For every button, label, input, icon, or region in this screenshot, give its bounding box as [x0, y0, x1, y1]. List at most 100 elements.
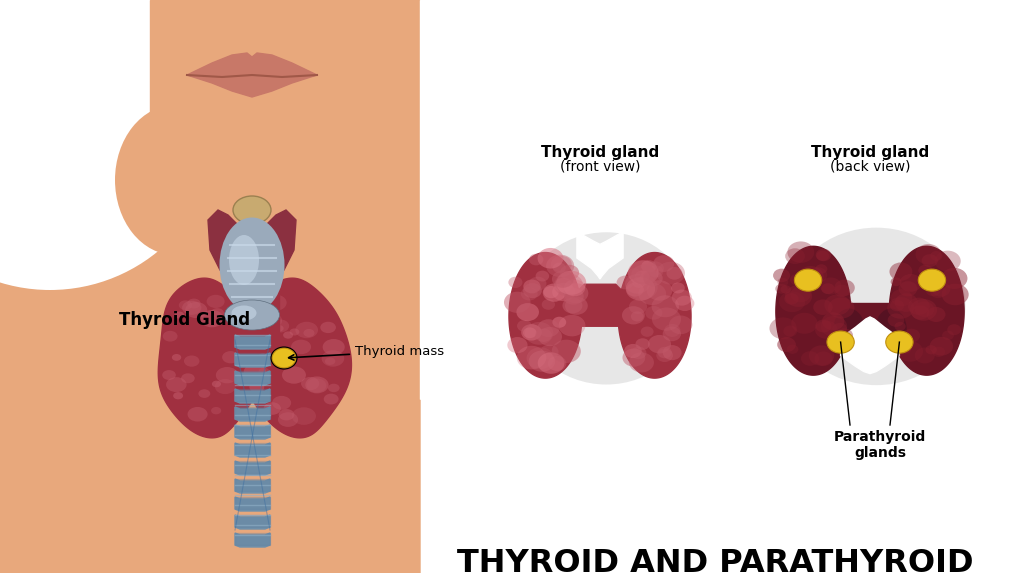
Ellipse shape: [835, 280, 855, 296]
Ellipse shape: [779, 291, 805, 312]
Ellipse shape: [231, 305, 256, 320]
Ellipse shape: [886, 331, 913, 353]
Ellipse shape: [564, 280, 585, 296]
Ellipse shape: [911, 305, 930, 320]
Ellipse shape: [786, 344, 799, 354]
Ellipse shape: [554, 273, 583, 296]
Ellipse shape: [272, 348, 296, 368]
Polygon shape: [234, 407, 270, 421]
Ellipse shape: [922, 254, 938, 267]
Ellipse shape: [250, 382, 264, 393]
Polygon shape: [234, 497, 270, 509]
Ellipse shape: [653, 255, 674, 272]
Ellipse shape: [199, 389, 210, 398]
Ellipse shape: [888, 313, 904, 327]
Ellipse shape: [215, 379, 236, 394]
Ellipse shape: [0, 0, 220, 290]
Ellipse shape: [919, 265, 933, 276]
Ellipse shape: [553, 262, 566, 273]
Polygon shape: [247, 278, 351, 438]
Ellipse shape: [631, 265, 656, 285]
Ellipse shape: [536, 329, 552, 342]
Ellipse shape: [791, 274, 805, 285]
Polygon shape: [234, 407, 270, 419]
Ellipse shape: [667, 267, 682, 280]
Text: Thyroid gland: Thyroid gland: [541, 145, 659, 160]
Ellipse shape: [540, 344, 558, 359]
Ellipse shape: [638, 283, 667, 305]
Ellipse shape: [930, 251, 942, 261]
Ellipse shape: [616, 276, 634, 289]
Polygon shape: [577, 231, 623, 279]
Ellipse shape: [935, 250, 961, 272]
Ellipse shape: [565, 297, 588, 315]
Ellipse shape: [783, 325, 798, 337]
Ellipse shape: [910, 299, 937, 321]
Polygon shape: [234, 371, 270, 385]
Ellipse shape: [324, 394, 339, 405]
Ellipse shape: [834, 308, 864, 351]
Ellipse shape: [207, 295, 224, 308]
Ellipse shape: [663, 327, 681, 342]
Ellipse shape: [563, 283, 589, 303]
Ellipse shape: [321, 322, 336, 333]
Ellipse shape: [229, 235, 259, 285]
Ellipse shape: [785, 248, 805, 264]
Ellipse shape: [552, 340, 581, 363]
Ellipse shape: [542, 299, 555, 310]
Ellipse shape: [162, 370, 176, 380]
Ellipse shape: [903, 329, 921, 343]
Polygon shape: [234, 479, 270, 493]
Polygon shape: [841, 317, 899, 374]
Ellipse shape: [665, 324, 680, 337]
Ellipse shape: [234, 321, 250, 332]
Ellipse shape: [784, 293, 799, 304]
Ellipse shape: [526, 347, 554, 369]
Ellipse shape: [211, 308, 224, 318]
Ellipse shape: [224, 300, 280, 330]
Polygon shape: [234, 335, 270, 349]
Ellipse shape: [900, 274, 922, 292]
Ellipse shape: [627, 275, 657, 300]
Ellipse shape: [816, 250, 829, 261]
Text: Thyroid Gland: Thyroid Gland: [120, 311, 251, 329]
Ellipse shape: [636, 338, 650, 350]
Ellipse shape: [187, 407, 208, 422]
Ellipse shape: [895, 322, 905, 331]
Text: (back view): (back view): [829, 160, 910, 174]
Ellipse shape: [645, 306, 663, 320]
Ellipse shape: [623, 348, 645, 367]
Ellipse shape: [538, 327, 562, 346]
Ellipse shape: [538, 352, 564, 374]
Ellipse shape: [522, 232, 690, 384]
Ellipse shape: [813, 300, 833, 315]
Ellipse shape: [264, 295, 287, 311]
Ellipse shape: [836, 328, 853, 342]
Ellipse shape: [523, 327, 537, 338]
Polygon shape: [234, 335, 270, 347]
Polygon shape: [234, 533, 270, 545]
Polygon shape: [234, 533, 270, 547]
Ellipse shape: [228, 335, 242, 345]
Ellipse shape: [115, 105, 234, 255]
Ellipse shape: [891, 289, 912, 307]
Ellipse shape: [200, 310, 224, 327]
Ellipse shape: [780, 285, 791, 293]
Polygon shape: [234, 461, 270, 473]
Ellipse shape: [552, 270, 573, 288]
Ellipse shape: [563, 288, 584, 305]
Ellipse shape: [229, 318, 242, 326]
Ellipse shape: [801, 351, 819, 366]
Ellipse shape: [554, 278, 572, 293]
Polygon shape: [234, 461, 270, 475]
Polygon shape: [0, 400, 250, 573]
Ellipse shape: [622, 306, 645, 324]
Text: Thyroid gland: Thyroid gland: [811, 145, 929, 160]
Text: Parathyroid
glands: Parathyroid glands: [834, 430, 926, 460]
Ellipse shape: [261, 313, 282, 328]
Polygon shape: [150, 0, 360, 140]
Ellipse shape: [926, 285, 940, 296]
Ellipse shape: [258, 368, 269, 375]
Ellipse shape: [798, 266, 823, 287]
Polygon shape: [234, 497, 270, 511]
